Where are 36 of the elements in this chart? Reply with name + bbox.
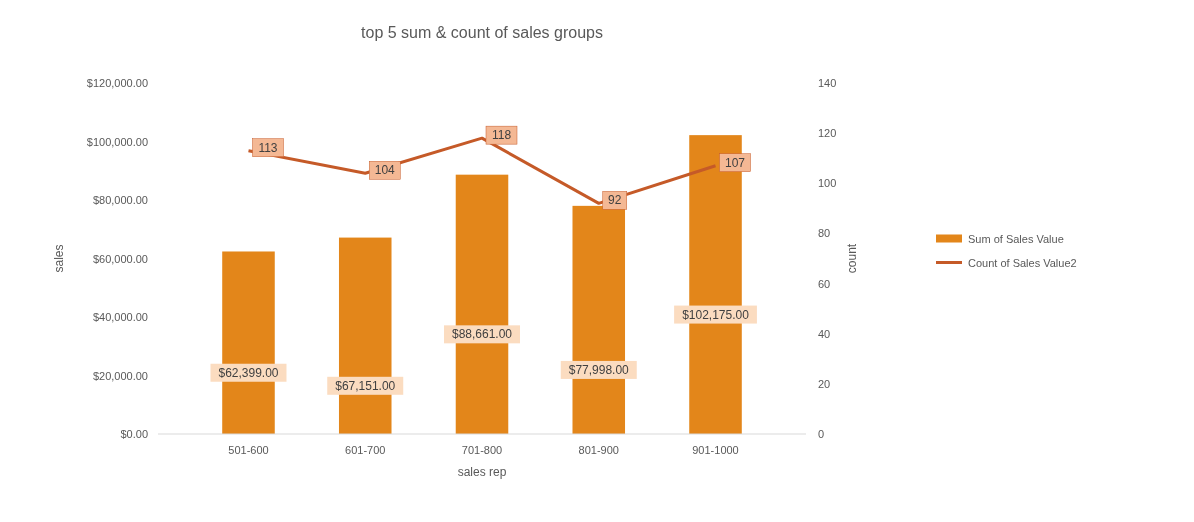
y-tick-label: $80,000.00 bbox=[92, 194, 148, 206]
data-label: $77,998.00 bbox=[568, 362, 630, 377]
y2-tick-label: 80 bbox=[818, 227, 831, 240]
y2-tick-label: 40 bbox=[818, 327, 831, 340]
x-tick-label: 701-800 bbox=[461, 444, 503, 456]
chart-title: top 5 sum & count of sales groups bbox=[361, 24, 603, 41]
data-label: 113 bbox=[258, 140, 278, 155]
data-label: $67,151.00 bbox=[335, 378, 396, 393]
y-tick-label: $20,000.00 bbox=[92, 369, 148, 382]
y2-axis-title: count bbox=[845, 243, 859, 274]
data-label: $102,175.00 bbox=[682, 307, 750, 322]
x-tick-label: 601-700 bbox=[345, 444, 386, 456]
y2-tick-label: 20 bbox=[818, 377, 831, 390]
y2-tick-label: 100 bbox=[818, 177, 837, 190]
data-label: 104 bbox=[374, 163, 396, 178]
x-tick-label: 801-900 bbox=[578, 444, 619, 456]
y2-tick-label: 140 bbox=[818, 77, 837, 89]
y-axis-title: sales bbox=[52, 244, 66, 273]
data-label: 92 bbox=[608, 193, 622, 208]
x-tick-label: 501-600 bbox=[228, 444, 269, 456]
y2-tick-label: 60 bbox=[818, 277, 831, 290]
y-tick-label: $100,000.00 bbox=[86, 135, 148, 148]
x-axis-title: sales rep bbox=[457, 465, 507, 479]
data-label: 118 bbox=[491, 128, 512, 143]
y2-tick-label: 0 bbox=[818, 428, 825, 440]
y-tick-label: $0.00 bbox=[120, 428, 148, 440]
legend-label: Sum of Sales Value bbox=[968, 232, 1064, 245]
y-tick-label: $40,000.00 bbox=[92, 311, 148, 323]
x-tick-label: 901-1000 bbox=[692, 444, 739, 456]
data-label: 107 bbox=[725, 155, 746, 170]
y2-tick-label: 120 bbox=[818, 127, 837, 140]
y-tick-label: $120,000.00 bbox=[86, 77, 148, 89]
y-tick-label: $60,000.00 bbox=[92, 252, 148, 265]
data-label: $88,661.00 bbox=[451, 327, 513, 342]
data-label: $62,399.00 bbox=[218, 365, 279, 380]
legend-label: Count of Sales Value2 bbox=[968, 256, 1077, 269]
